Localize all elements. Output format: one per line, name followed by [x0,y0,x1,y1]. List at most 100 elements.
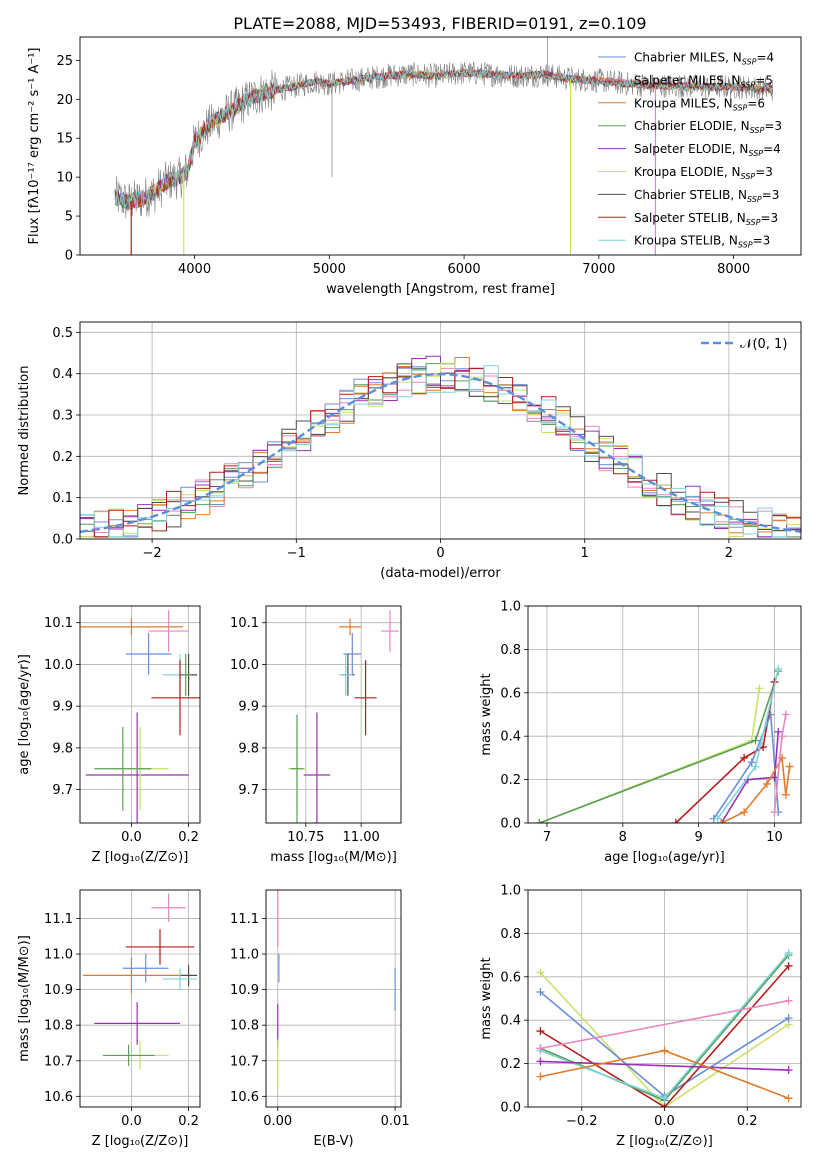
residuals-ytick-label: 0.3 [52,409,73,424]
weight_vs_Z-ytick-label: 0.0 [500,1101,521,1116]
mass_vs_ebv-panel: 0.00 0.01 10.6 10.7 10.8 10.9 11.0 11.1 E(B-V) [230,889,410,1149]
mass_vs_Z-panel: 0.0 0.2 10.6 10.7 10.8 10.9 11.0 11.1 Z [log₁₀(Z… [17,889,201,1149]
age_vs_mass-ytick-label: 9.7 [238,783,259,798]
mass_vs_ebv-xtick-label: 0.01 [381,1114,410,1129]
weight_vs_Z-panel: −0.2 0.0 0.2 0.0 0.2 0.4 0.6 0.8 1.0 Z [log₁₀(Z/Z… [479,884,802,1149]
spectrum-model-line [114,68,774,207]
weight_vs_age-marker [755,684,764,693]
weight_vs_age-ytick-label: 0.2 [500,773,521,788]
spectrum-ytick-label: 25 [56,54,73,69]
mass_vs_Z-plot-area [82,893,198,1070]
residuals-ytick-label: 0.5 [52,326,73,341]
spectrum-ytick-label: 5 [65,210,73,225]
weight_vs_age-marker [770,808,779,817]
spectrum-xtick-label: 8000 [717,262,750,277]
mass_vs_Z-xtick-label: 0.2 [178,1114,199,1129]
weight_vs_age-marker [785,762,794,771]
weight_vs_Z-ylabel: mass weight [479,957,494,1039]
weight_vs_Z-marker [536,1044,545,1053]
weight_vs_age-marker [717,819,726,823]
residual-histogram [80,363,801,538]
weight_vs_age-marker [740,808,749,817]
weight_vs_Z-xtick-label: 0.2 [737,1114,758,1129]
weight_vs_age-ytick-label: 0.8 [500,643,521,658]
mass_vs_Z-ytick-label: 10.6 [44,1090,73,1105]
mass_vs_ebv-plot-area [277,890,396,1090]
weight_vs_Z-xlabel: Z [log₁₀(Z/Z⊙)] [616,1134,713,1149]
mass_vs_Z-ytick-label: 10.7 [44,1054,73,1069]
weight_vs_age-panel: 7 8 9 10 0.0 0.2 0.4 0.6 0.8 1.0 age [log₁₀(age/yr… [479,600,802,865]
spectrum-ytick-label: 20 [56,93,73,108]
spectrum-legend-label: Chabrier STELIB, NSSP=3 [634,188,779,204]
mass_vs_ebv-frame [265,889,402,1108]
residuals-xtick-label: 2 [725,546,733,561]
age_vs_Z-ytick-label: 9.7 [52,783,73,798]
spectrum-xtick-label: 5000 [313,262,346,277]
residuals-xtick-label: −1 [287,546,306,561]
residuals-ylabel: Normed distribution [17,366,32,496]
spectrum-legend-label: Kroupa STELIB, NSSP=3 [634,234,770,250]
mass_vs_Z-frame [79,889,201,1108]
spectrum-ytick-label: 15 [56,132,73,147]
age_vs_mass-panel: 10.75 11.00 9.7 9.8 9.9 10.0 10.1 mass [log₁₀(M… [230,605,402,865]
spectrum-ytick-label: 0 [65,249,73,264]
age_vs_mass-plot-area [288,610,399,823]
weight_vs_Z-ytick-label: 0.8 [500,927,521,942]
weight_vs_age-marker [781,710,790,719]
residuals-ytick-label: 0.0 [52,533,73,548]
weight_vs_age-marker [774,664,783,673]
weight_vs_age-xtick-label: 9 [694,830,702,845]
weight_vs_Z-marker [660,1094,669,1103]
spectrum-plot-area [114,37,774,255]
weight_vs_Z-marker [536,968,545,977]
residual-histogram [80,365,801,538]
spectrum-xlabel: wavelength [Angstrom, rest frame] [326,282,555,297]
age_vs_Z-ylabel: age [log₁₀(age/yr)] [17,654,32,775]
spectrum-xtick-label: 6000 [448,262,481,277]
weight_vs_Z-series-line [540,1060,789,1071]
weight_vs_Z-xtick-label: 0.0 [654,1114,675,1129]
normal-curve [80,372,801,533]
weight_vs_age-series-line [713,714,780,820]
age_vs_mass-ytick-label: 10.1 [230,616,259,631]
spectrum-legend-label: Chabrier MILES, NSSP=4 [634,51,774,67]
weight_vs_age-ytick-label: 1.0 [500,600,521,615]
weight_vs_age-marker [762,779,771,788]
age_vs_Z-panel: 0.0 0.2 9.7 9.8 9.9 10.0 10.1 Z [log₁₀(Z/Z⊙)] ag… [17,605,201,865]
age_vs_mass-xtick-label: 11.00 [343,830,380,845]
weight_vs_Z-series-line [540,999,789,1050]
spectrum-xtick-label: 4000 [178,262,211,277]
age_vs_Z-ytick-label: 10.1 [44,616,73,631]
age_vs_Z-xtick-label: 0.2 [178,830,199,845]
spectrum-legend-label: Chabrier ELODIE, NSSP=3 [634,119,782,135]
age_vs_mass-xtick-label: 10.75 [287,830,324,845]
spectrum-panel: 4000 5000 6000 7000 8000 0 5 10 15 20 25 wavelength… [27,36,802,297]
weight_vs_Z-ytick-label: 0.4 [500,1014,521,1029]
residuals-plot-area [80,355,801,538]
spectrum-legend-label: Kroupa ELODIE, NSSP=3 [634,165,773,181]
residuals-ytick-label: 0.4 [52,367,73,382]
mass_vs_Z-ytick-label: 10.9 [44,983,73,998]
mass_vs_ebv-ytick-label: 11.0 [230,948,259,963]
weight_vs_Z-marker [784,996,793,1005]
age_vs_mass-ytick-label: 10.0 [230,658,259,673]
weight_vs_age-xlabel: age [log₁₀(age/yr)] [604,850,725,865]
age_vs_mass-ytick-label: 9.9 [238,700,259,715]
weight_vs_Z-frame [527,889,802,1108]
residuals-xlabel: (data-model)/error [380,566,501,581]
spectrum-legend-label: Salpeter STELIB, NSSP=3 [634,211,778,227]
weight_vs_Z-plot-area [536,948,793,1107]
mass_vs_Z-xlabel: Z [log₁₀(Z/Z⊙)] [92,1134,189,1149]
spectrum-legend-label: Salpeter ELODIE, NSSP=4 [634,142,781,158]
weight_vs_Z-marker [784,1014,793,1023]
weight_vs_age-marker [740,753,749,762]
age_vs_Z-xlabel: Z [log₁₀(Z/Z⊙)] [92,850,189,865]
residuals-ytick-label: 0.2 [52,450,73,465]
age_vs_mass-ytick-label: 9.8 [238,741,259,756]
weight_vs_Z-marker [784,1066,793,1075]
residuals-frame [79,321,802,540]
weight_vs_age-marker [713,814,722,823]
weight_vs_Z-marker [784,1094,793,1103]
mass_vs_ebv-xlabel: E(B-V) [313,1134,353,1149]
